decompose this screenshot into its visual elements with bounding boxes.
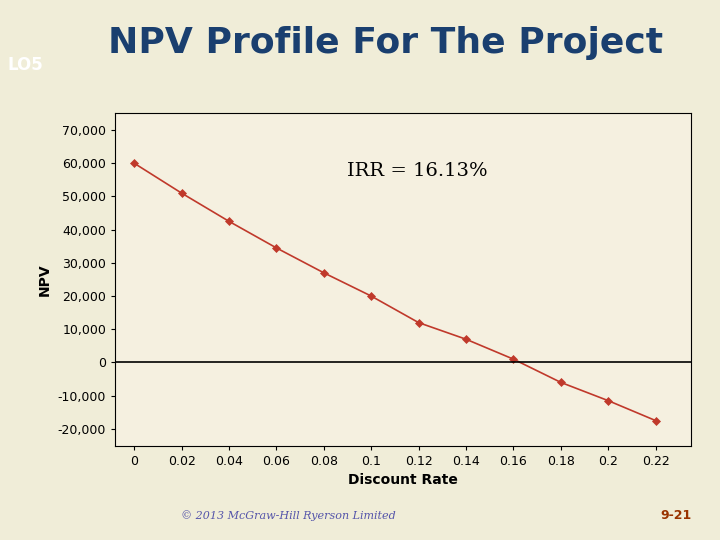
- Text: © 2013 McGraw-Hill Ryerson Limited: © 2013 McGraw-Hill Ryerson Limited: [181, 510, 395, 521]
- Text: 9-21: 9-21: [660, 509, 691, 522]
- Text: IRR = 16.13%: IRR = 16.13%: [348, 163, 488, 180]
- Y-axis label: NPV: NPV: [38, 263, 53, 296]
- Text: NPV Profile For The Project: NPV Profile For The Project: [107, 26, 663, 60]
- X-axis label: Discount Rate: Discount Rate: [348, 473, 458, 487]
- Text: LO5: LO5: [7, 56, 43, 74]
